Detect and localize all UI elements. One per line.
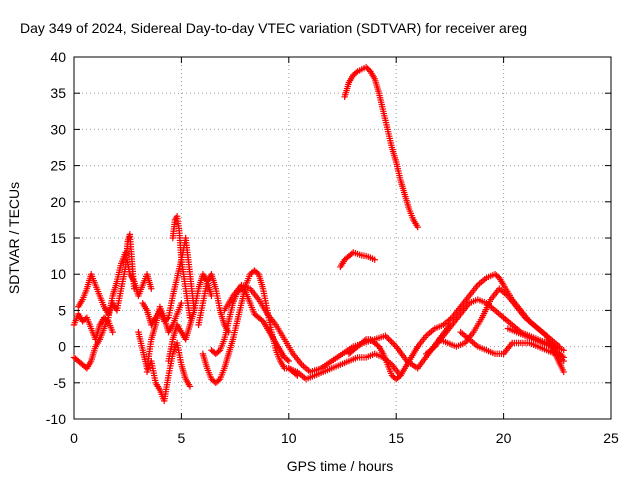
data-point (391, 341, 398, 349)
data-point (208, 292, 215, 300)
series-s16 (337, 249, 378, 271)
series-s12 (208, 285, 292, 365)
y-tick-label: 35 (50, 85, 66, 101)
y-tick-label: 20 (50, 194, 66, 210)
data-point (178, 299, 185, 307)
x-tick-label: 5 (178, 430, 186, 446)
y-tick-label: 25 (50, 158, 66, 174)
series-s21 (457, 328, 567, 365)
series-s18 (414, 271, 567, 376)
x-tick-label: 15 (388, 430, 404, 446)
grid-lines (74, 57, 611, 419)
y-axis: -10 -5 0 5 10 15 20 25 30 35 40 (46, 49, 611, 427)
series-s9 (165, 271, 215, 365)
x-tick-label: 10 (281, 430, 297, 446)
data-point (186, 383, 194, 390)
series-s17 (341, 63, 421, 231)
data-point (148, 285, 155, 292)
data-point (414, 223, 421, 231)
y-tick-label: 40 (50, 49, 66, 65)
y-tick-label: 0 (58, 339, 66, 355)
series-s15 (345, 336, 421, 383)
y-tick-label: 10 (50, 266, 66, 282)
y-tick-label: -10 (46, 411, 66, 427)
data-point (560, 347, 567, 354)
series-s14 (285, 350, 404, 383)
x-tick-label: 20 (496, 430, 512, 446)
x-tick-label: 0 (70, 430, 78, 446)
data-point (352, 69, 360, 76)
data-point (560, 354, 567, 361)
x-tick-label: 25 (603, 430, 619, 446)
y-tick-label: -5 (54, 375, 67, 391)
series-s13 (221, 281, 454, 376)
data-point (361, 337, 368, 344)
series-s22 (504, 325, 567, 361)
data-point (556, 343, 563, 350)
data-point (365, 66, 373, 74)
data-point (254, 269, 261, 277)
x-axis: 0 5 10 15 20 25 (70, 57, 619, 446)
series-s20 (435, 285, 563, 350)
data-point (389, 340, 397, 347)
y-tick-label: 30 (50, 121, 66, 137)
data-point (383, 334, 391, 341)
chart-title: Day 349 of 2024, Sidereal Day-to-day VTE… (20, 20, 527, 36)
series-s1 (70, 336, 103, 372)
y-tick-label: 15 (50, 230, 66, 246)
series-s11 (199, 267, 301, 386)
data-point (285, 357, 292, 365)
y-tick-label: 5 (58, 302, 66, 318)
data-point (364, 65, 371, 72)
series-s8 (169, 213, 194, 321)
data-point (362, 63, 370, 71)
data-point (215, 377, 222, 384)
series-s4 (96, 249, 155, 343)
data-point (284, 356, 291, 364)
data-point (215, 348, 222, 355)
data-point (163, 315, 171, 323)
y-axis-title: SDTVAR / TECUs (6, 182, 22, 294)
data-point (371, 256, 378, 263)
data-series (70, 63, 567, 405)
x-axis-title: GPS time / hours (287, 458, 394, 474)
series-s6 (143, 339, 194, 405)
data-point (241, 287, 248, 295)
data-point (109, 328, 116, 336)
data-point (388, 338, 395, 346)
data-point (560, 368, 567, 376)
data-point (386, 337, 394, 344)
data-point (559, 353, 566, 360)
